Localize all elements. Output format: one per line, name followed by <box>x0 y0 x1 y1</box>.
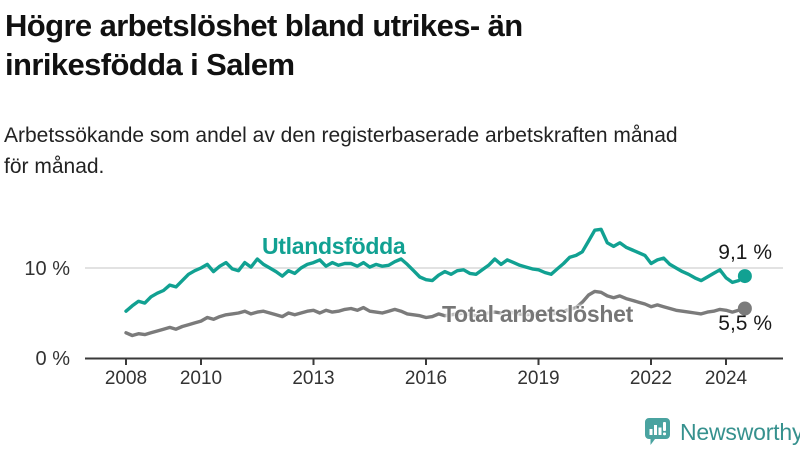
x-tick-label-2019: 2019 <box>517 368 559 389</box>
line-utlandsf-dda <box>124 227 747 313</box>
x-tick-label-2024: 2024 <box>705 368 748 389</box>
y-axis-label-0: 0 % <box>36 348 71 370</box>
chart-subtitle-line2: för månad. <box>4 155 105 178</box>
chart-subtitle: Arbetssökande som andel av den registerb… <box>4 120 794 182</box>
end-dot-utlandsf-dda <box>737 269 752 284</box>
chart-title-line2: inrikesfödda i Salem <box>5 47 295 82</box>
x-tick-label-2022: 2022 <box>630 368 672 389</box>
x-tick-label-2010: 2010 <box>180 368 222 389</box>
series-label-utlandsfodda: Utlandsfödda <box>262 233 406 259</box>
chart-title: Högre arbetslöshet bland utrikes- än inr… <box>5 6 765 84</box>
end-value-label-utlandsfodda: 9,1 % <box>718 241 772 264</box>
end-dot-total-arbetsl-shet <box>737 301 752 316</box>
line-total-arbetsl-shet <box>124 289 747 338</box>
x-tick-label-2008: 2008 <box>105 368 147 389</box>
x-tick-label-2016: 2016 <box>405 368 447 389</box>
chart-title-line1: Högre arbetslöshet bland utrikes- än <box>5 8 523 43</box>
series-label-total-arbetsloshet: Total arbetslöshet <box>442 301 633 327</box>
end-value-label-total: 5,5 % <box>718 312 772 335</box>
newsworthy-logo: Newsworthy <box>644 417 800 447</box>
x-tick-label-2013: 2013 <box>292 368 334 389</box>
newsworthy-wordmark: Newsworthy <box>680 418 800 445</box>
y-axis-label-10: 10 % <box>24 258 70 280</box>
chart-subtitle-line1: Arbetssökande som andel av den registerb… <box>4 124 678 147</box>
newsworthy-chart-bubble-icon <box>645 418 670 445</box>
